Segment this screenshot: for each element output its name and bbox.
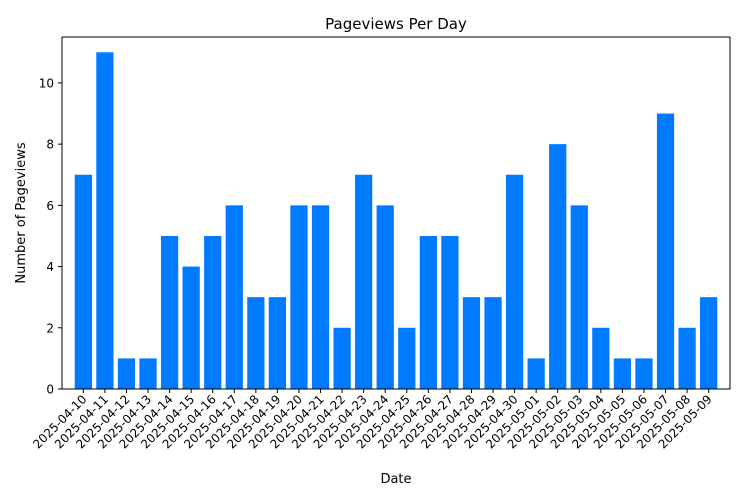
bar-2025-04-13 [139, 358, 157, 389]
bar-2025-04-16 [204, 235, 222, 389]
bar-2025-05-09 [700, 297, 718, 389]
bar-2025-05-04 [592, 327, 610, 389]
y-tick-label: 6 [46, 199, 54, 213]
y-tick-label: 4 [46, 260, 54, 274]
bar-2025-04-22 [333, 327, 351, 389]
bars-layer [74, 52, 718, 390]
y-axis: 0 2 4 6 8 10 [39, 76, 62, 397]
bar-2025-04-21 [311, 205, 330, 389]
bar-2025-04-27 [441, 235, 459, 389]
y-axis-label: Number of Pageviews [14, 142, 29, 283]
bar-2025-04-28 [462, 297, 481, 389]
bar-2025-04-20 [290, 205, 308, 389]
x-axis-label: Date [380, 472, 411, 487]
bar-2025-04-15 [182, 266, 200, 389]
bar-2025-04-11 [96, 52, 114, 390]
bar-2025-04-23 [355, 174, 373, 389]
bar-2025-04-14 [160, 235, 179, 389]
chart-title: Pageviews Per Day [325, 15, 467, 33]
y-tick-label: 8 [46, 138, 54, 152]
plot-frame [61, 36, 731, 390]
bar-2025-04-26 [419, 235, 437, 389]
bar-2025-04-29 [484, 297, 502, 389]
y-tick-label: 10 [39, 76, 54, 90]
bar-2025-04-30 [505, 174, 524, 389]
y-tick-label: 2 [46, 321, 54, 335]
bar-2025-05-08 [678, 327, 696, 389]
bar-2025-05-05 [613, 358, 632, 389]
bar-2025-04-25 [398, 327, 416, 389]
y-tick-label: 0 [46, 383, 54, 397]
bar-2025-05-01 [527, 358, 545, 389]
bar-2025-04-24 [376, 205, 394, 389]
bar-2025-05-03 [570, 205, 588, 389]
bar-2025-05-07 [656, 113, 675, 390]
bar-2025-05-02 [549, 144, 567, 389]
bar-2025-04-19 [268, 297, 287, 389]
bar-2025-05-06 [635, 358, 653, 389]
bar-2025-04-18 [247, 297, 265, 389]
bar-2025-04-12 [117, 358, 136, 389]
bar-2025-04-17 [225, 205, 243, 389]
bar-2025-04-10 [74, 174, 92, 389]
x-axis: 2025-04-102025-04-112025-04-122025-04-13… [30, 389, 715, 451]
